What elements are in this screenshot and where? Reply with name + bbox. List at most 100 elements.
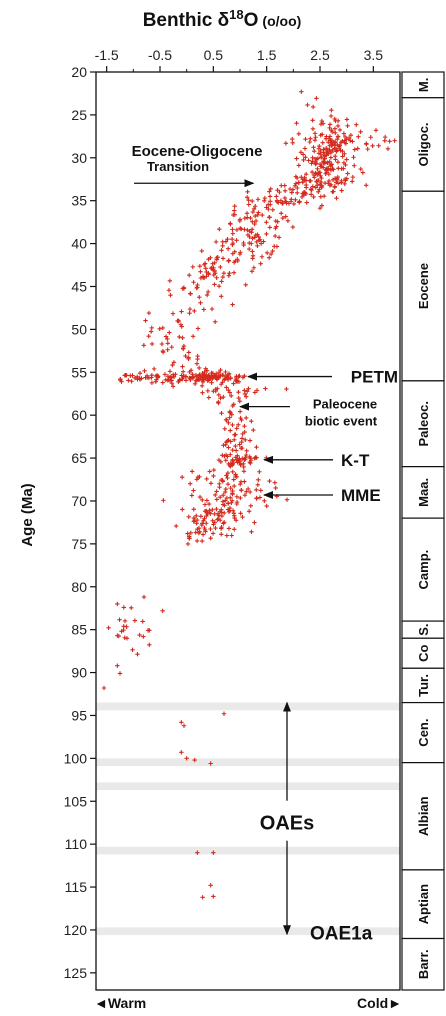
data-point <box>229 236 235 242</box>
data-point <box>225 454 230 459</box>
mme-label: MME <box>341 486 381 505</box>
data-point <box>187 481 193 486</box>
data-point <box>285 218 291 224</box>
data-point <box>290 136 295 142</box>
data-point <box>237 251 243 257</box>
data-point <box>326 181 331 186</box>
data-point <box>228 221 233 227</box>
data-point <box>165 347 170 352</box>
data-point <box>321 147 326 152</box>
data-point <box>222 426 227 431</box>
data-point <box>209 306 215 312</box>
data-point <box>228 410 233 416</box>
data-point <box>268 251 274 257</box>
data-point <box>197 494 203 500</box>
data-point <box>365 146 370 152</box>
data-point <box>348 138 353 143</box>
data-point <box>220 274 225 280</box>
data-point <box>217 494 223 500</box>
data-point <box>282 188 288 194</box>
epoch-label: Cen. <box>416 719 431 747</box>
x-tick-label: -0.5 <box>148 47 172 63</box>
data-point <box>214 506 219 512</box>
data-point <box>254 388 260 393</box>
data-point <box>226 273 231 278</box>
data-point <box>319 155 324 160</box>
data-point <box>333 157 338 162</box>
epoch-label: Tur. <box>416 674 431 697</box>
data-point <box>299 194 305 200</box>
data-point <box>189 493 195 498</box>
data-point <box>311 172 317 178</box>
data-point <box>186 356 191 362</box>
data-point <box>291 201 297 207</box>
data-point <box>221 711 227 716</box>
data-point <box>234 457 239 462</box>
data-point <box>329 139 334 145</box>
data-point <box>258 261 263 266</box>
epoch-label: Oligoc. <box>416 122 431 166</box>
data-point <box>318 173 323 178</box>
data-point <box>341 160 347 166</box>
data-point <box>195 474 201 480</box>
data-point <box>264 250 270 256</box>
data-point <box>141 594 147 600</box>
data-point <box>234 238 239 243</box>
data-point <box>210 375 215 380</box>
data-point <box>130 647 135 653</box>
data-point <box>232 527 237 532</box>
data-point <box>264 231 269 237</box>
data-point <box>333 130 338 136</box>
data-point <box>239 417 244 423</box>
data-point <box>194 361 200 366</box>
data-point <box>382 134 388 140</box>
epoch-column: M. Oligoc. Eocene Paleoc. Maa. Camp. S. Co Tur. C… <box>401 71 445 991</box>
data-point <box>245 215 250 220</box>
data-point <box>220 453 225 458</box>
data-point <box>227 415 232 420</box>
epoch-label: Maa. <box>416 478 431 507</box>
data-point <box>233 432 238 437</box>
data-point <box>212 268 217 274</box>
data-point <box>249 269 255 274</box>
data-point <box>278 211 284 216</box>
data-point <box>226 509 232 515</box>
data-point <box>230 491 235 496</box>
data-point <box>308 136 313 141</box>
data-point <box>173 523 179 529</box>
data-point <box>205 388 211 394</box>
data-point <box>128 373 133 378</box>
data-point <box>149 380 155 386</box>
data-point <box>226 445 231 450</box>
data-point <box>342 151 347 157</box>
epoch-label: Camp. <box>416 550 431 590</box>
data-point <box>210 518 215 523</box>
data-point <box>251 427 256 433</box>
data-point <box>241 469 247 474</box>
data-point <box>175 318 181 324</box>
data-point <box>169 375 174 380</box>
data-point <box>242 479 247 484</box>
data-point <box>196 373 202 378</box>
oae-band <box>96 702 400 711</box>
data-point <box>202 502 208 507</box>
x-tick-label: 0.5 <box>204 47 224 63</box>
y-tick-label: 35 <box>71 193 87 209</box>
data-point <box>221 493 226 498</box>
data-point <box>319 175 324 181</box>
data-point <box>331 167 336 172</box>
data-point <box>208 883 213 888</box>
data-point <box>274 194 279 199</box>
data-point <box>237 218 242 224</box>
data-point <box>220 380 225 385</box>
data-point <box>234 494 240 499</box>
data-point <box>335 134 341 140</box>
data-point <box>249 529 254 534</box>
data-point <box>194 538 200 544</box>
data-point <box>242 388 247 393</box>
y-tick-label: 30 <box>71 150 87 166</box>
data-point <box>223 239 229 244</box>
data-point <box>218 264 223 270</box>
data-point <box>189 469 195 474</box>
data-point <box>121 605 127 610</box>
